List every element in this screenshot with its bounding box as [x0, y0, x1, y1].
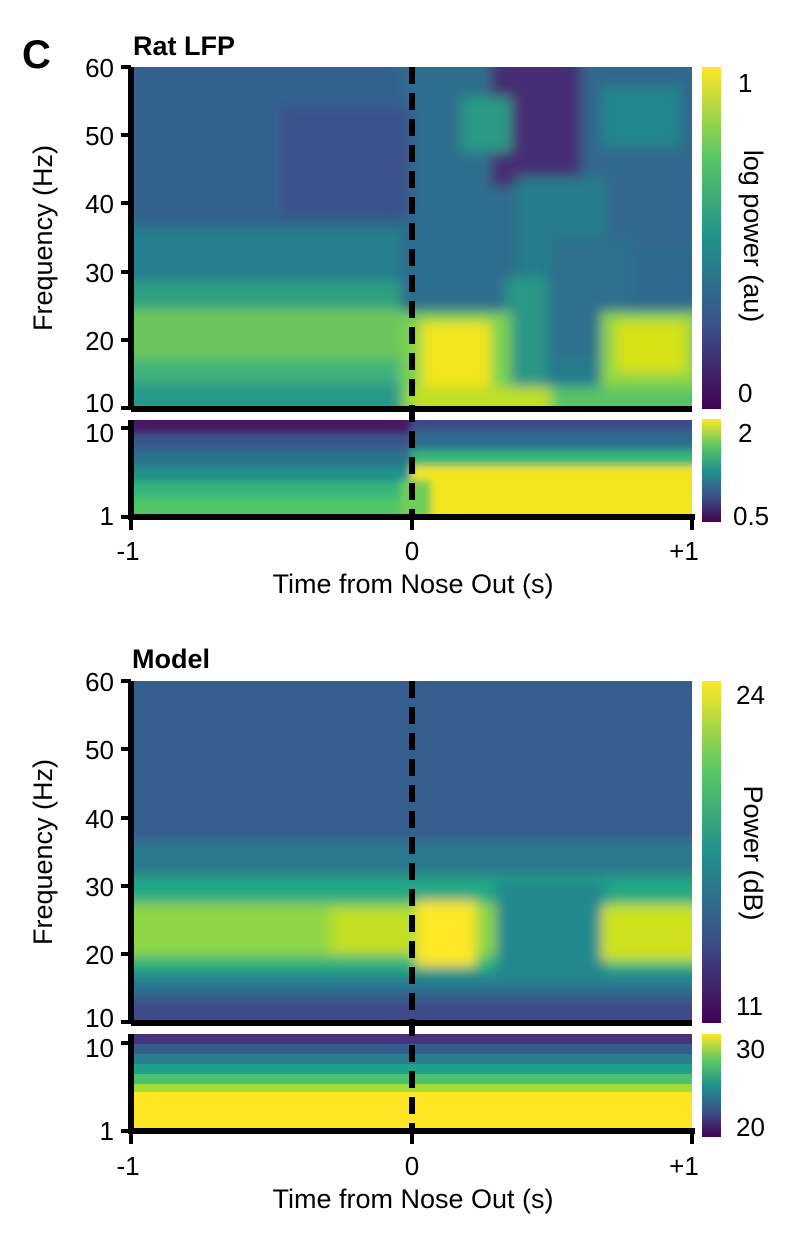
model-lower-colorbar: [702, 1034, 721, 1137]
model-ytick-20: 20: [85, 940, 114, 970]
model-ytick-60: 60: [85, 667, 114, 697]
rat-upper-cbar-min: 0: [738, 378, 752, 408]
model-lower-cbar-max: 30: [736, 1034, 765, 1064]
model-chart: Model: [28, 644, 768, 1214]
rat-x-ticks: [129, 517, 694, 530]
rat-ytick-30: 30: [85, 258, 114, 288]
model-xlabel: Time from Nose Out (s): [272, 1184, 553, 1214]
rat-lower-ytick-1: 1: [100, 501, 114, 531]
rat-ytick-10: 10: [85, 388, 114, 418]
model-colorbar-label: Power (dB): [738, 785, 768, 920]
rat-lower-ytick-10: 10: [85, 418, 114, 448]
panel-letter: C: [22, 33, 51, 77]
rat-upper-colorbar: [702, 67, 721, 409]
model-ytick-30: 30: [85, 872, 114, 902]
model-xtick-neg1: -1: [116, 1151, 139, 1181]
model-upper-colorbar: [702, 681, 721, 1023]
rat-ytick-20: 20: [85, 326, 114, 356]
rat-lower-cbar-min: 0.5: [733, 501, 769, 531]
rat-upper-heatmap: [131, 67, 692, 409]
model-xtick-0: 0: [405, 1151, 419, 1181]
model-title: Model: [132, 644, 210, 674]
model-ytick-40: 40: [85, 804, 114, 834]
model-lower-cbar-min: 20: [736, 1112, 765, 1142]
model-ytick-50: 50: [85, 735, 114, 765]
rat-xtick-neg1: -1: [116, 536, 139, 566]
rat-ylabel: Frequency (Hz): [28, 145, 58, 331]
model-x-ticks: [129, 1131, 694, 1144]
rat-upper-y-ticks: [121, 65, 131, 410]
model-ytick-10: 10: [85, 1003, 114, 1033]
rat-xtick-0: 0: [405, 536, 419, 566]
rat-upper-cbar-max: 1: [738, 68, 752, 98]
model-xtick-pos1: +1: [669, 1151, 699, 1181]
rat-lfp-chart: Rat LFP: [28, 31, 769, 599]
model-lower-ytick-10: 10: [85, 1033, 114, 1063]
model-upper-cbar-max: 24: [736, 680, 765, 710]
model-lower-ytick-1: 1: [100, 1116, 114, 1146]
model-upper-cbar-min: 11: [736, 991, 763, 1021]
model-ylabel: Frequency (Hz): [28, 759, 58, 945]
rat-colorbar-label: log power (au): [738, 150, 768, 323]
model-upper-y-ticks: [121, 679, 131, 1024]
rat-ytick-50: 50: [85, 121, 114, 151]
rat-lfp-title: Rat LFP: [133, 31, 235, 61]
rat-ytick-60: 60: [85, 53, 114, 83]
rat-xlabel: Time from Nose Out (s): [272, 569, 553, 599]
rat-lower-colorbar: [702, 419, 721, 522]
rat-ytick-40: 40: [85, 189, 114, 219]
rat-xtick-pos1: +1: [669, 536, 699, 566]
rat-lower-cbar-max: 2: [738, 418, 752, 448]
